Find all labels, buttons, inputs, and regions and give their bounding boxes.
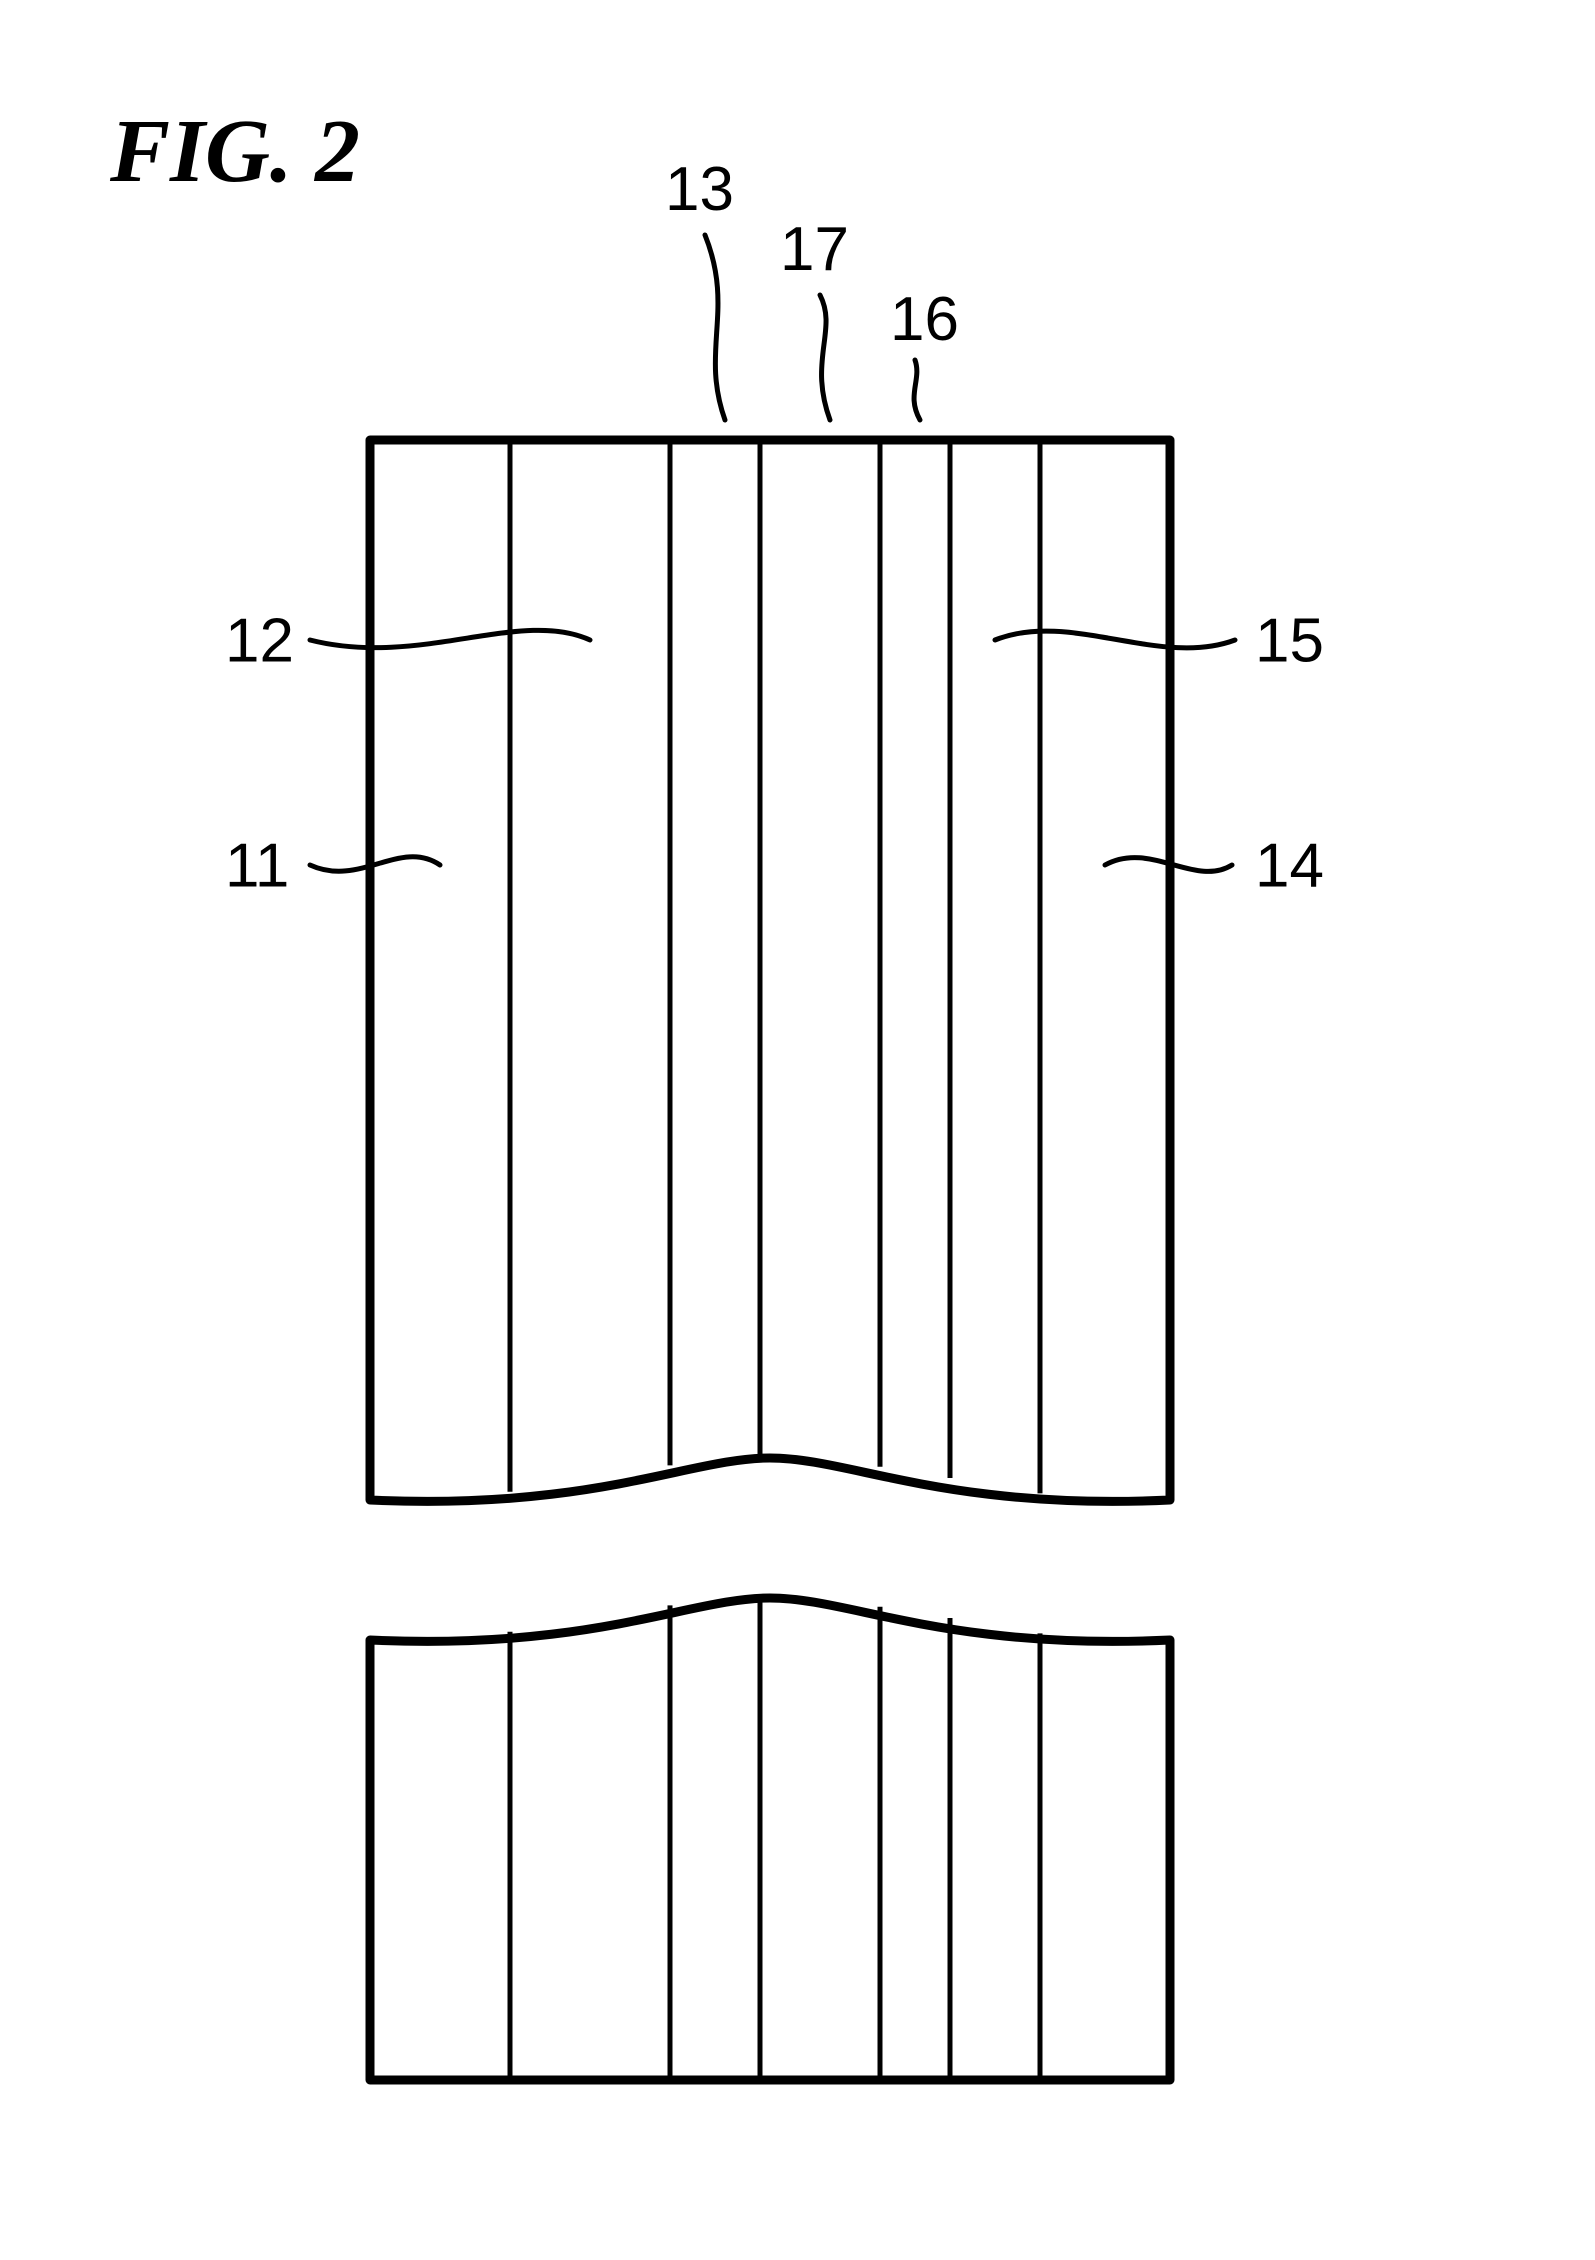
ref-label-15: 15	[1255, 607, 1324, 676]
lower-block	[370, 1598, 1170, 2080]
ref-label-13: 13	[665, 155, 734, 224]
upper-block	[370, 440, 1170, 1501]
ref-label-16: 16	[890, 285, 959, 354]
cross-section-diagram: 13 17 16 12 11 15 14	[0, 0, 1595, 2260]
ref-label-17: 17	[780, 215, 849, 284]
ref-label-12: 12	[225, 607, 294, 676]
leader-line-13	[705, 235, 725, 420]
leader-line-16	[914, 360, 920, 420]
ref-label-11: 11	[225, 832, 289, 901]
leader-line-17	[820, 295, 830, 420]
ref-label-14: 14	[1255, 832, 1324, 901]
